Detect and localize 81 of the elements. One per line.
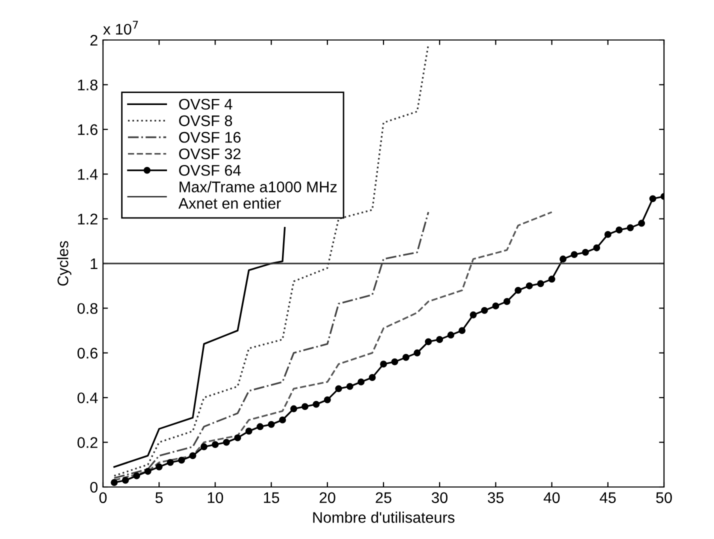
point bbox=[346, 382, 354, 390]
point bbox=[312, 400, 320, 408]
point bbox=[256, 423, 264, 430]
x-tick-label: 5 bbox=[155, 492, 163, 504]
point bbox=[358, 378, 365, 386]
text: x 10$^{7}$ bbox=[103, 20, 138, 35]
y-tick-label: 0.4 bbox=[78, 392, 98, 404]
point bbox=[414, 349, 421, 356]
legend-label: OVSF 4 bbox=[179, 98, 232, 110]
y-tick-label: 0.2 bbox=[78, 437, 98, 448]
point bbox=[290, 405, 298, 412]
x-tick-label: 50 bbox=[656, 492, 672, 504]
point bbox=[458, 327, 466, 334]
point bbox=[582, 248, 589, 256]
point bbox=[570, 251, 578, 258]
point bbox=[279, 416, 286, 424]
x-tick-label: 10 bbox=[208, 492, 224, 504]
point bbox=[537, 280, 544, 288]
x-axis-title: Nombre d'utilisateurs bbox=[313, 512, 454, 523]
x-tick-label: 20 bbox=[320, 492, 336, 504]
point bbox=[335, 385, 342, 392]
line-series bbox=[113, 226, 286, 468]
point bbox=[526, 282, 533, 290]
point bbox=[178, 456, 186, 464]
y-axis-title: Cycles bbox=[57, 241, 72, 286]
point bbox=[122, 476, 129, 484]
point bbox=[593, 244, 600, 252]
legend-label: OVSF 8 bbox=[179, 115, 232, 126]
y-tick-label: 0.6 bbox=[78, 348, 98, 359]
point bbox=[626, 224, 634, 232]
point bbox=[368, 374, 376, 381]
y-tick-label: 2 bbox=[90, 34, 98, 46]
x-tick-label: 0 bbox=[99, 492, 107, 504]
y-tick-label: 1.4 bbox=[78, 169, 98, 180]
point bbox=[200, 443, 208, 450]
point bbox=[212, 441, 219, 448]
x-tick-label: 30 bbox=[432, 492, 448, 504]
point bbox=[166, 458, 174, 466]
point bbox=[649, 195, 656, 202]
legend-label: OVSF 64 bbox=[179, 164, 241, 176]
point bbox=[604, 230, 612, 238]
x-tick-label: 25 bbox=[376, 492, 392, 504]
point bbox=[503, 298, 510, 305]
point bbox=[189, 452, 196, 460]
point bbox=[481, 306, 488, 314]
point bbox=[638, 220, 646, 227]
y-tick-label: 1 bbox=[90, 258, 98, 270]
point bbox=[447, 332, 454, 338]
y-tick-label: 1.6 bbox=[78, 124, 98, 136]
x-tick-label: 15 bbox=[264, 492, 280, 504]
point bbox=[514, 286, 522, 294]
y-tick-label: 1.2 bbox=[78, 214, 98, 224]
legend-label: OVSF 16 bbox=[179, 132, 241, 143]
legend-label: OVSF 32 bbox=[179, 148, 240, 160]
legend-label: Max/Trame a1000 MHz Axnet en entier bbox=[178, 181, 337, 209]
point bbox=[156, 463, 163, 470]
point bbox=[245, 428, 252, 435]
point bbox=[424, 338, 432, 346]
point bbox=[234, 434, 242, 442]
x-tick-label: 35 bbox=[488, 492, 504, 504]
point bbox=[268, 420, 275, 428]
point bbox=[324, 396, 331, 404]
x-tick-label: 45 bbox=[600, 492, 616, 504]
point bbox=[470, 311, 477, 318]
point bbox=[402, 354, 410, 361]
point bbox=[560, 256, 566, 263]
point bbox=[436, 336, 444, 343]
point bbox=[391, 358, 398, 366]
y-tick-label: 0.8 bbox=[78, 303, 98, 314]
point bbox=[492, 302, 500, 310]
point bbox=[222, 438, 230, 446]
point bbox=[110, 479, 118, 486]
y-tick-label: 0 bbox=[90, 482, 98, 493]
y-tick-label: 1.8 bbox=[78, 80, 98, 90]
x-tick-label: 40 bbox=[544, 492, 560, 504]
point bbox=[380, 360, 387, 368]
point bbox=[144, 468, 152, 475]
point bbox=[548, 276, 556, 283]
point bbox=[616, 226, 623, 234]
point bbox=[133, 472, 140, 480]
point bbox=[301, 403, 308, 410]
